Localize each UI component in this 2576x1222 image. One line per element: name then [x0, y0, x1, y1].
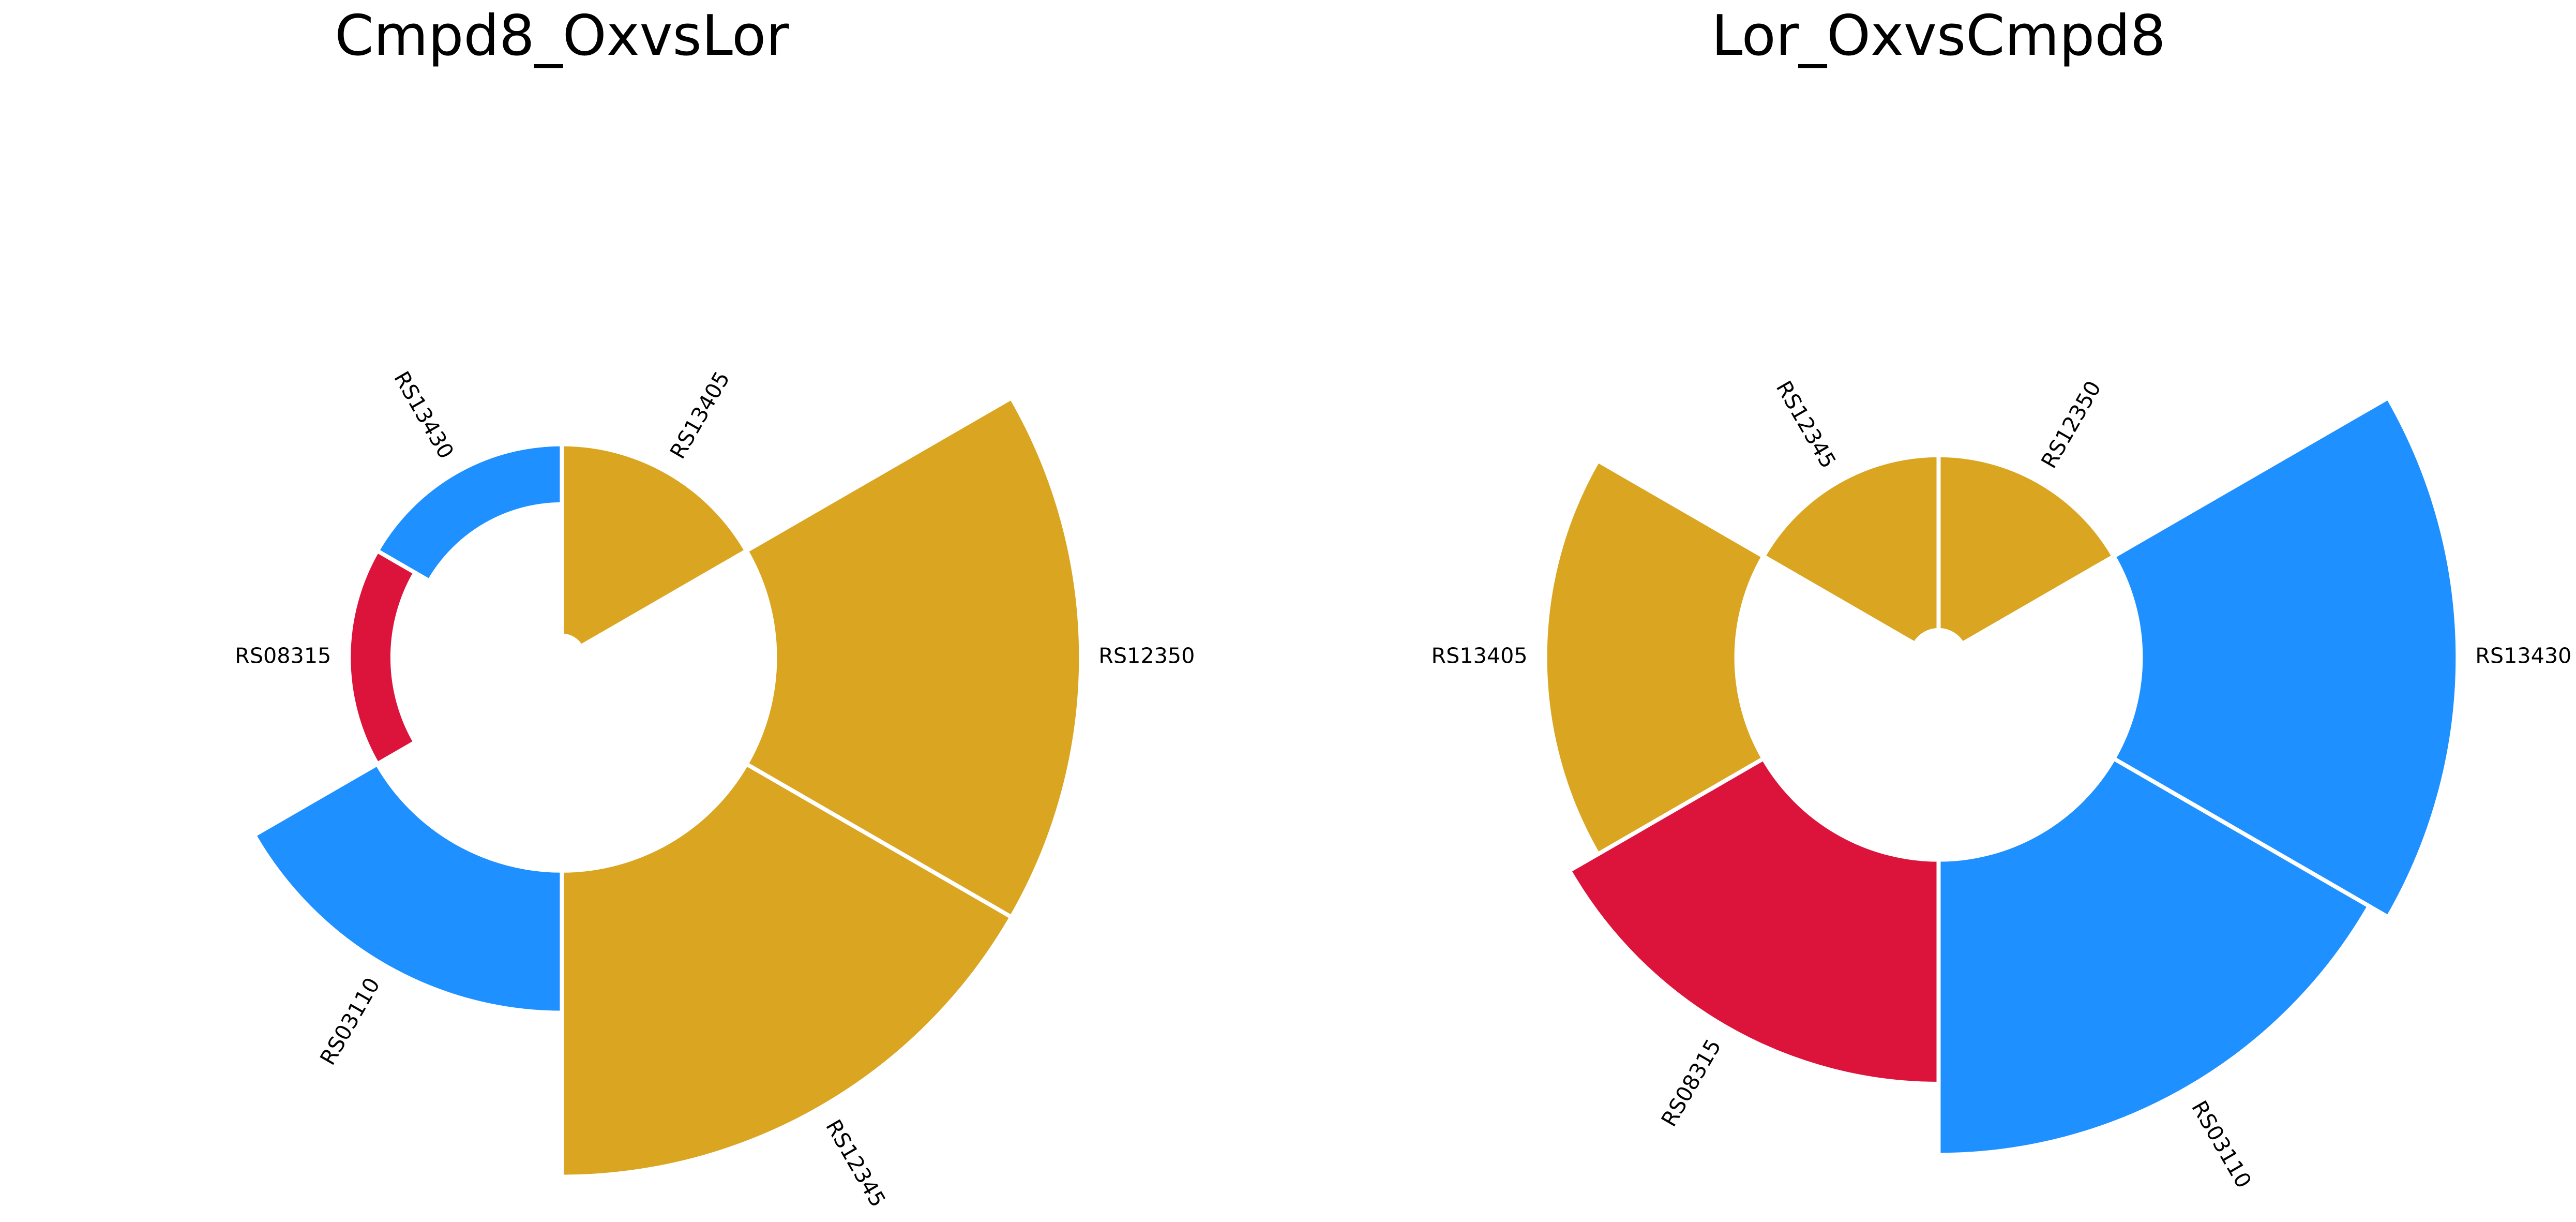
bar [1936, 453, 2117, 647]
bar [251, 761, 564, 1015]
bar [743, 395, 1083, 920]
bar-label: RS13430 [2475, 644, 2571, 668]
bar-label: RS12345 [821, 1115, 891, 1211]
bar-label: RS13405 [1431, 644, 1527, 668]
bar-label: RS12345 [1771, 377, 1841, 472]
bar [374, 442, 564, 584]
bar [1543, 457, 1767, 857]
bar-label: RS13405 [665, 367, 735, 463]
bar-label: RS03110 [315, 973, 385, 1069]
bar [1936, 755, 2372, 1157]
bar [1566, 755, 1941, 1086]
bar [560, 442, 749, 650]
bar [560, 761, 1015, 1179]
bar [2111, 395, 2460, 920]
chart-title: Lor_OxvsCmpd8 [1711, 4, 2165, 68]
bar-label: RS13430 [389, 367, 459, 463]
bar [1760, 453, 1941, 647]
bar [347, 548, 418, 767]
bar-label: RS12350 [2037, 377, 2106, 472]
bar-label: RS03110 [2187, 1096, 2256, 1192]
bar-label: RS08315 [235, 644, 331, 668]
bar-label: RS08315 [1656, 1035, 1726, 1130]
bar-label: RS12350 [1098, 644, 1195, 668]
chart-title: Cmpd8_OxvsLor [335, 4, 789, 68]
